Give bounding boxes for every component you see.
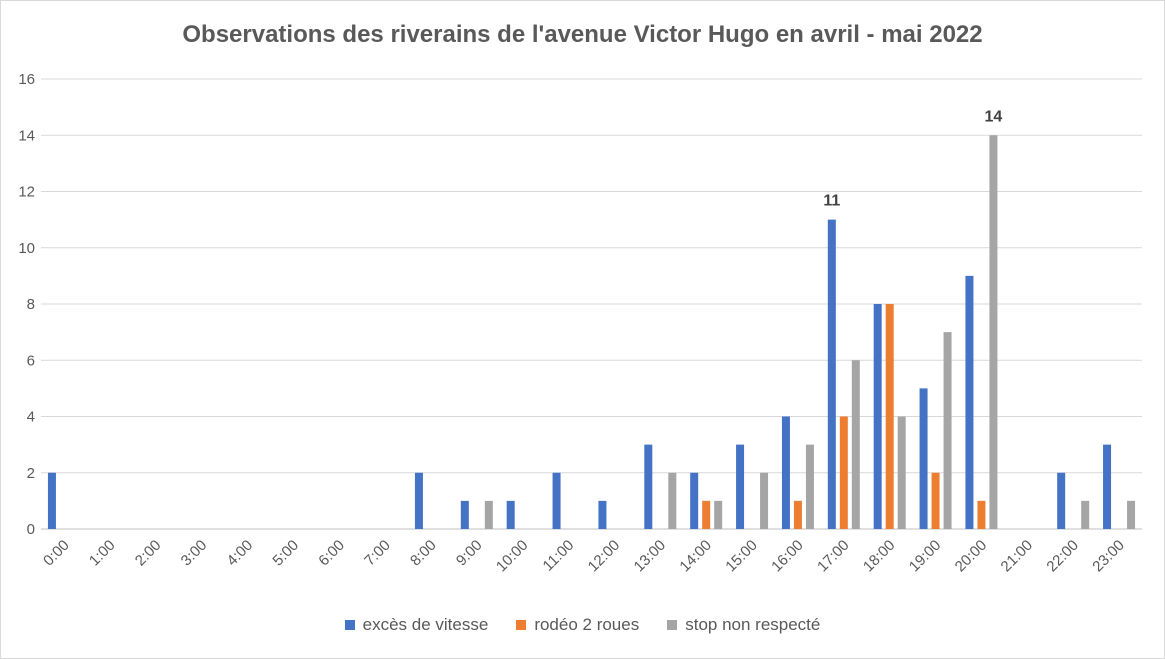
legend-label-stop: stop non respecté [685,615,821,634]
x-tick-label: 18:00 [860,537,899,576]
x-tick-label: 11:00 [540,537,578,575]
bar-0-1200 [598,500,607,529]
bar-2-1600 [805,444,814,529]
legend-item-stop: stop non respecté [667,615,820,635]
y-tick-label: 12 [18,184,35,201]
bar-0-1300 [644,444,653,529]
legend-swatch-speeding [344,620,355,630]
x-tick-label: 23:00 [1089,537,1128,576]
bar-1-2000 [977,500,986,529]
x-tick-label: 22:00 [1043,537,1082,576]
bar-0-800 [414,472,423,529]
bar-2-2000 [989,135,998,529]
x-tick-label: 16:00 [768,537,807,576]
x-tick-label: 5:00 [269,537,302,570]
data-label: 11 [823,193,840,210]
y-tick-label: 2 [27,465,35,482]
data-label: 14 [985,108,1003,125]
bar-0-2200 [1057,472,1066,529]
y-tick-label: 4 [27,409,35,426]
x-tick-label: 3:00 [178,537,211,570]
bar-2-1800 [897,416,906,529]
y-tick-label: 16 [18,71,35,88]
chart-title: Observations des riverains de l'avenue V… [182,21,983,48]
x-tick-label: 19:00 [906,537,945,576]
bar-2-1500 [760,472,769,529]
x-tick-label: 1:00 [86,537,119,570]
x-tick-label: 12:00 [585,537,624,576]
bar-0-000 [47,472,56,529]
bar-0-900 [460,500,469,529]
x-tick-label: 2:00 [132,537,165,570]
x-tick-label: 7:00 [361,537,394,570]
x-tick-label: 10:00 [493,537,532,576]
bar-2-2300 [1127,500,1136,529]
legend-swatch-rodeo [516,620,527,630]
bar-0-1000 [506,500,515,529]
y-tick-label: 0 [27,521,35,538]
x-tick-label: 13:00 [631,537,670,576]
bar-0-1900 [919,388,928,529]
legend: excès de vitesse rodéo 2 roues stop non … [1,615,1164,635]
bar-2-2200 [1081,500,1090,529]
bar-0-1600 [781,416,790,529]
x-tick-label: 21:00 [998,537,1037,576]
bar-2-1900 [943,332,952,529]
bar-2-1700 [851,360,860,529]
legend-label-rodeo: rodéo 2 roues [534,615,640,634]
x-tick-label: 4:00 [224,537,257,570]
bar-1-1400 [702,500,711,529]
bar-0-1700 [827,219,836,529]
bar-1-1900 [931,472,940,529]
bar-0-1500 [736,444,745,529]
x-tick-label: 0:00 [40,537,73,570]
bar-2-1400 [714,500,723,529]
legend-item-rodeo: rodéo 2 roues [516,615,639,635]
bar-0-1100 [552,472,561,529]
y-tick-label: 8 [27,296,35,313]
bar-0-1400 [690,472,699,529]
legend-item-speeding: excès de vitesse [344,615,489,635]
y-tick-label: 10 [18,240,35,257]
legend-label-speeding: excès de vitesse [362,615,489,634]
x-tick-label: 6:00 [315,537,348,570]
y-tick-label: 6 [27,352,35,369]
bar-1-1600 [793,500,802,529]
bar-0-1800 [873,304,882,529]
legend-swatch-stop [667,620,678,630]
bar-2-1300 [668,472,677,529]
bar-2-900 [484,500,493,529]
x-tick-label: 17:00 [814,537,853,576]
y-tick-label: 14 [18,127,35,144]
x-tick-label: 20:00 [952,537,991,576]
bar-1-1800 [885,304,894,529]
bar-1-1700 [839,416,848,529]
x-tick-label: 14:00 [676,537,715,576]
bar-0-2300 [1103,444,1112,529]
x-tick-label: 9:00 [453,537,486,570]
x-tick-label: 15:00 [722,537,761,576]
x-tick-label: 8:00 [407,537,440,570]
bar-0-2000 [965,275,974,529]
